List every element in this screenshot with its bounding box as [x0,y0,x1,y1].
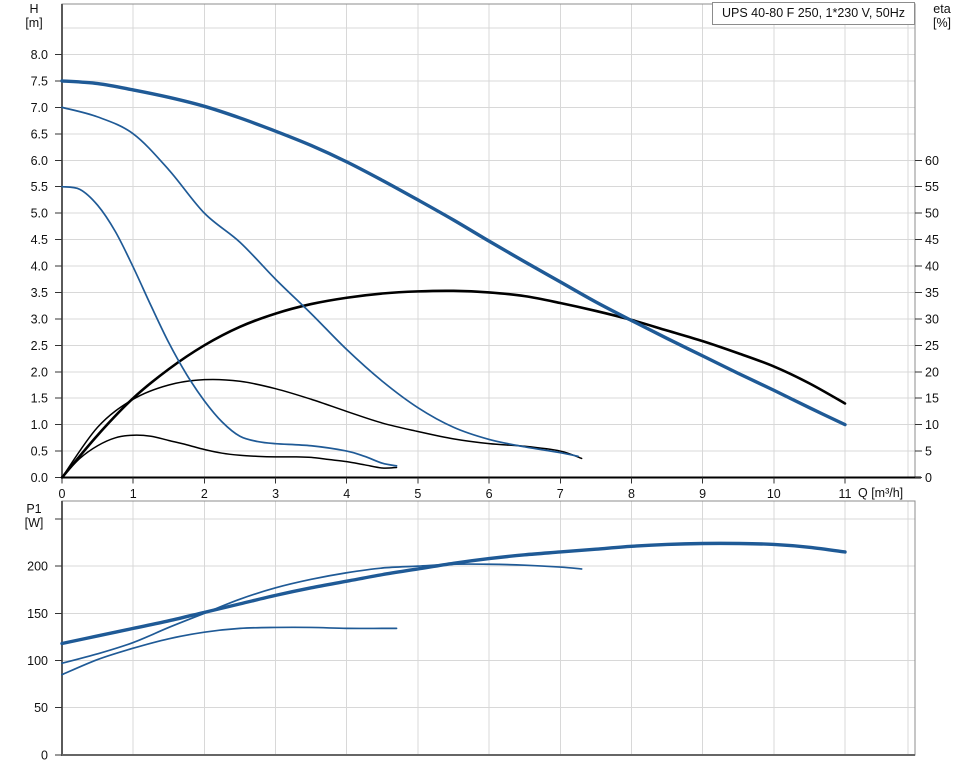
eta-axis-unit: [%] [932,16,952,30]
curve-eta-speed-3 [60,289,847,479]
h-tick-label: 4.0 [31,260,48,274]
h-tick-label: 0.5 [31,445,48,459]
eta-tick-label: 25 [925,339,939,353]
p1-tick-label: 100 [27,654,48,668]
eta-tick-label: 55 [925,180,939,194]
top-chart-ticks [55,54,922,484]
q-tick-label: 0 [59,487,66,501]
eta-tick-label: 40 [925,260,939,274]
h-tick-label: 3.5 [31,286,48,300]
eta-tick-label: 20 [925,365,939,379]
q-tick-label: 7 [557,487,564,501]
h-tick-label: 1.5 [31,392,48,406]
q-tick-label: 4 [343,487,350,501]
h-tick-label: 3.0 [31,312,48,326]
q-axis-label: Q [m³/h] [858,486,904,500]
curve-head-speed-3 [60,79,847,427]
eta-tick-label: 10 [925,418,939,432]
eta-axis-label: eta [%] [922,2,962,30]
q-tick-label: 11 [839,487,852,501]
p1-axis-unit: [W] [24,516,44,530]
p1-axis-label: P1 [W] [14,502,54,530]
bottom-chart-ticks [55,518,62,756]
h-tick-label: 7.0 [31,101,48,115]
p1-tick-label: 200 [27,560,48,574]
h-tick-label: 8.0 [31,48,48,62]
bottom-chart-tick-labels: 200 150 100 50 0 [27,560,48,763]
h-axis-symbol: H [29,2,39,16]
p1-tick-label: 50 [34,701,48,715]
eta-axis-symbol: eta [933,2,951,16]
curve-head-speed-1 [61,185,398,467]
q-tick-label: 3 [272,487,279,501]
eta-tick-label: 5 [925,445,932,459]
h-tick-label: 4.5 [31,233,48,247]
bottom-chart-grid [61,500,916,756]
p1-tick-label: 0 [41,748,48,762]
q-tick-label: 10 [767,487,781,501]
plot-border [61,500,916,756]
top-chart: 8.0 7.5 7.0 6.5 6.0 5.5 5.0 4.5 4.0 3.5 3.0 2.5 2.0 1… [31,3,939,501]
bottom-chart-curves [60,541,847,676]
curve-p1-speed-3 [60,541,847,646]
q-tick-label: 6 [486,487,493,501]
curve-p1-speed-1 [61,626,398,676]
eta-tick-label: 50 [925,207,939,221]
curve-head-speed-2 [61,106,579,458]
q-tick-label: 2 [201,487,208,501]
eta-tick-label: 45 [925,233,939,247]
q-tick-label: 5 [414,487,421,501]
h-tick-label: 2.5 [31,339,48,353]
q-tick-label: 1 [130,487,137,501]
eta-tick-label: 30 [925,312,939,326]
h-tick-label: 5.5 [31,180,48,194]
h-axis-label: H [m] [14,2,54,30]
h-tick-label: 2.0 [31,365,48,379]
q-tick-label: 9 [699,487,706,501]
h-axis-unit: [m] [25,16,43,30]
curve-p1-speed-2 [61,563,583,665]
p1-axis-symbol: P1 [26,502,42,516]
eta-tick-label: 60 [925,154,939,168]
h-tick-label: 1.0 [31,418,48,432]
chart-title: UPS 40-80 F 250, 1*230 V, 50Hz [712,2,915,25]
h-tick-label: 0.0 [31,471,48,485]
top-chart-tick-labels: 8.0 7.5 7.0 6.5 6.0 5.5 5.0 4.5 4.0 3.5 3.0 2.5 2.0 1… [31,48,939,501]
h-tick-label: 5.0 [31,207,48,221]
h-tick-label: 6.0 [31,154,48,168]
top-chart-grid [61,3,921,479]
h-tick-label: 7.5 [31,74,48,88]
curve-eta-speed-2 [61,378,583,479]
p1-tick-label: 150 [27,607,48,621]
bottom-chart: 200 150 100 50 0 [27,500,916,763]
eta-tick-label: 0 [925,471,932,485]
curve-eta-speed-1 [61,434,398,479]
top-chart-curves [60,79,847,479]
eta-tick-label: 15 [925,392,939,406]
h-tick-label: 6.5 [31,127,48,141]
q-tick-label: 8 [628,487,635,501]
eta-tick-label: 35 [925,286,939,300]
